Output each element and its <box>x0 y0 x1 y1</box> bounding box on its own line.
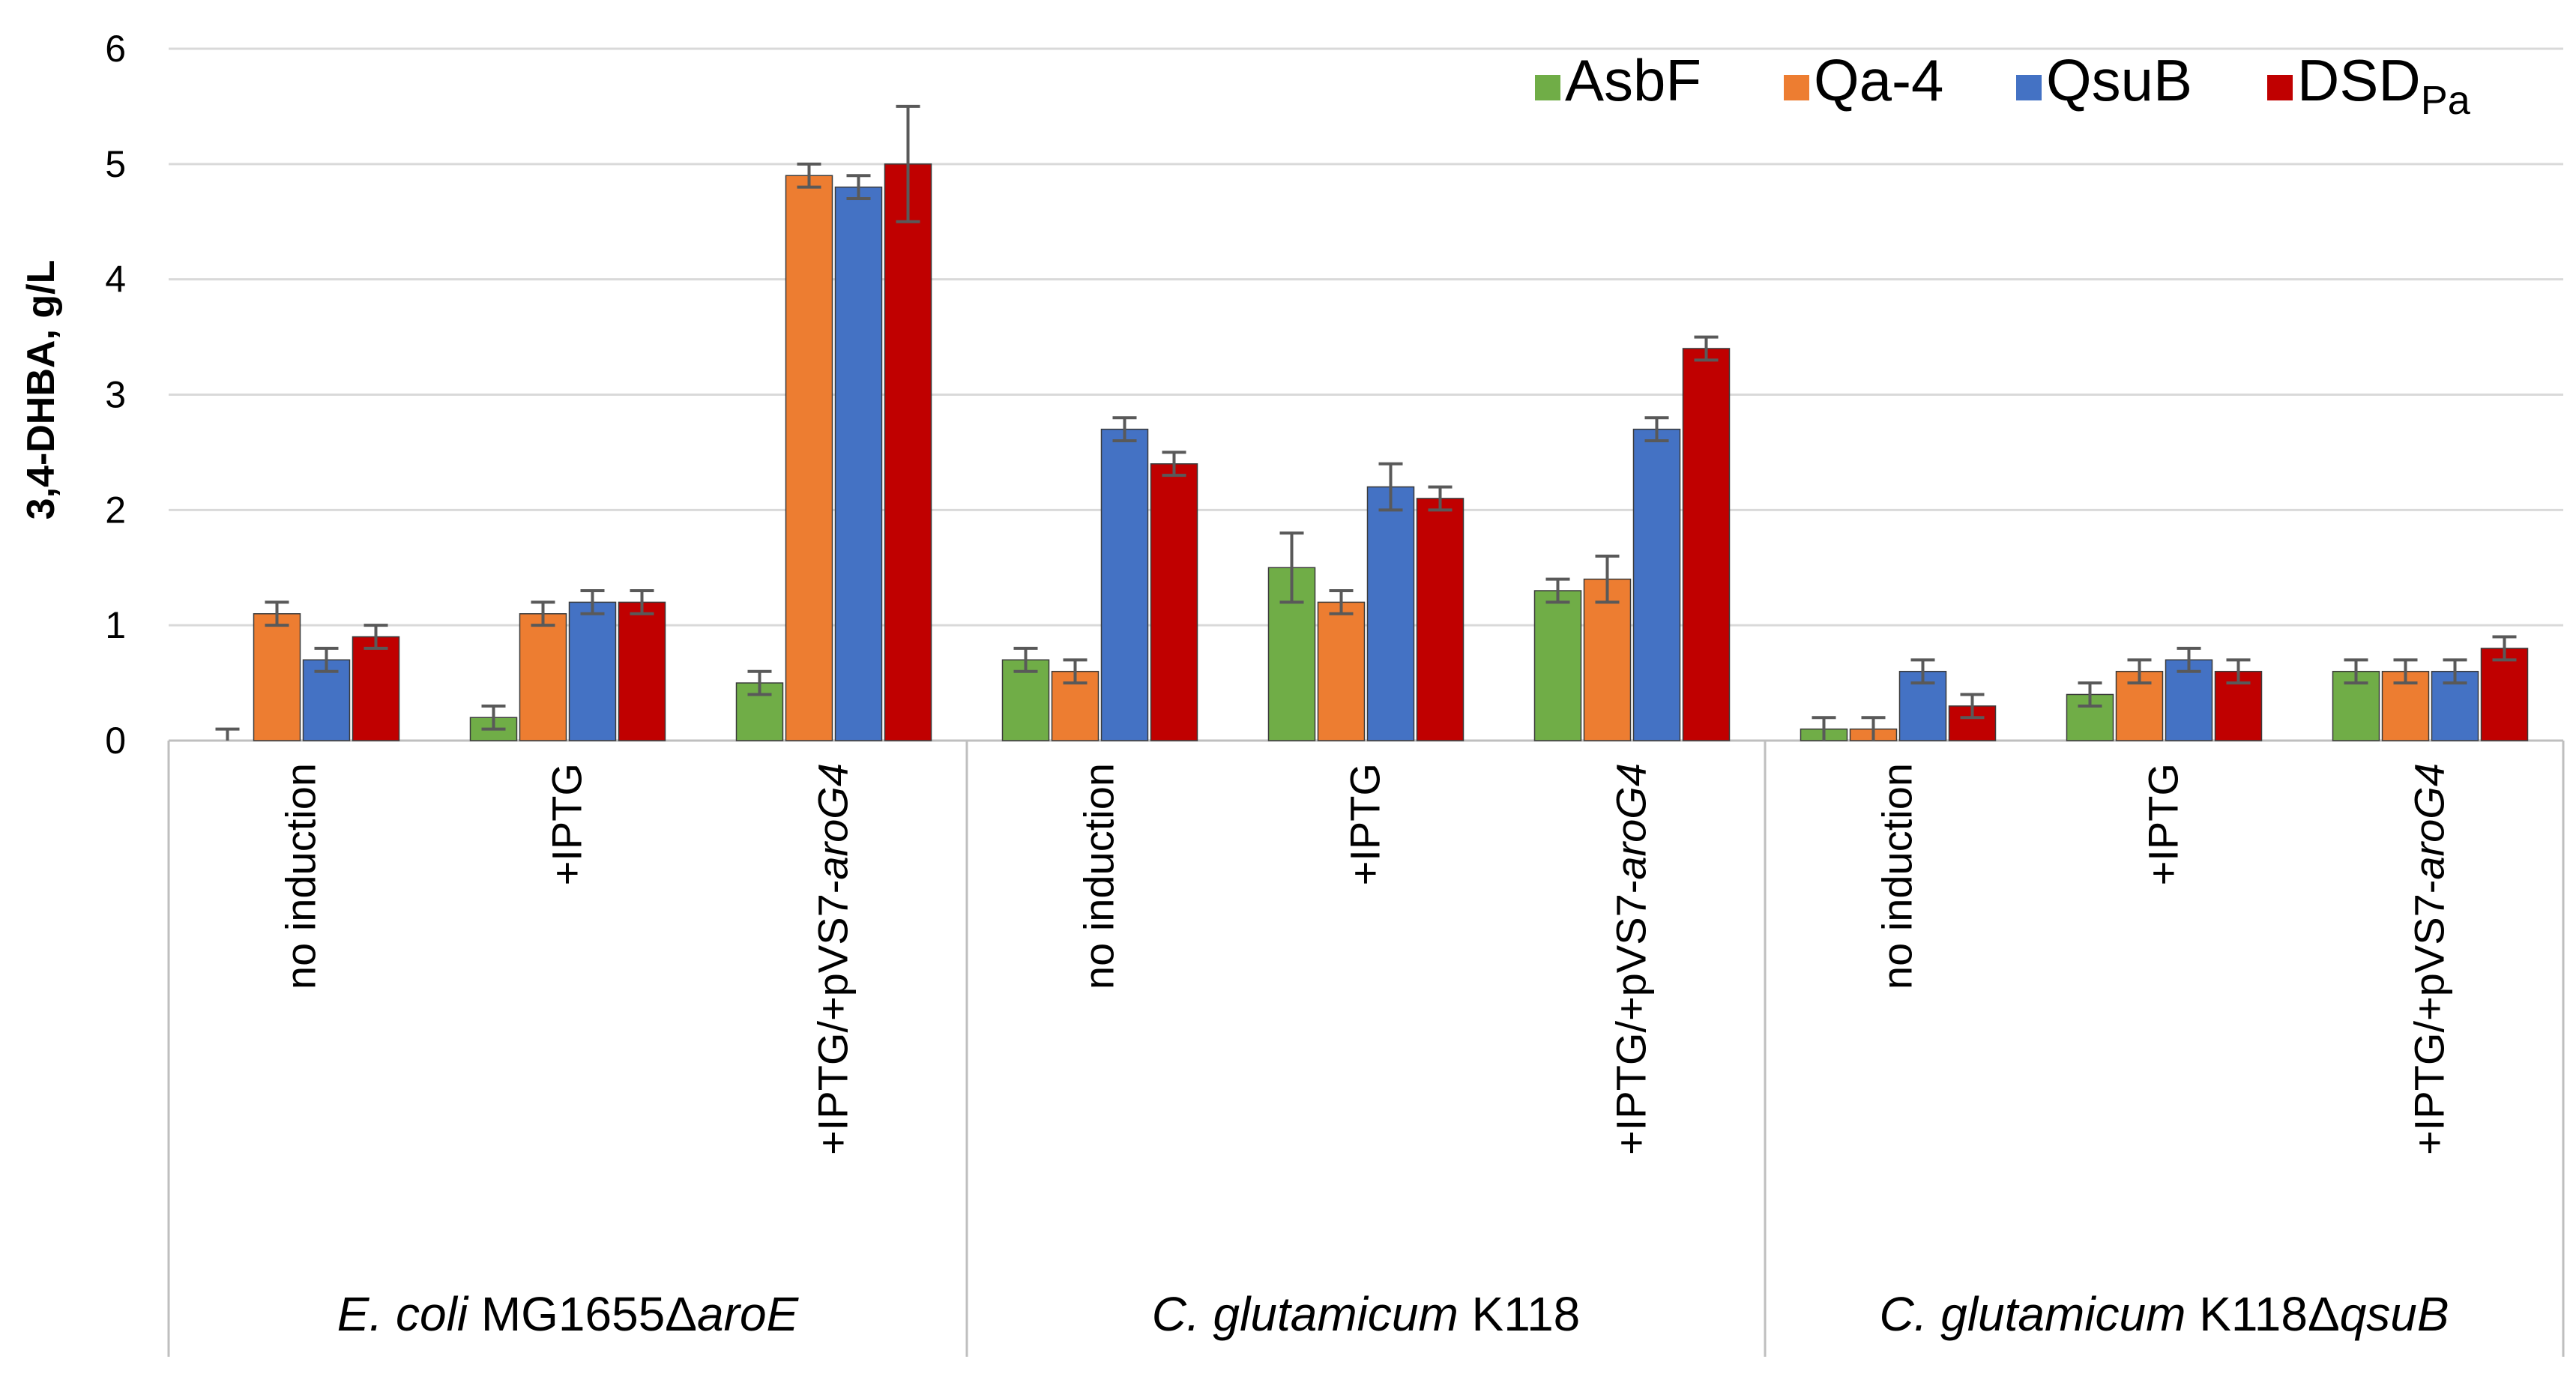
y-tick-label: 4 <box>105 259 126 301</box>
bar-qa-4 <box>1317 601 1366 741</box>
category-label: +IPTG/+pVS7-aroG4 <box>809 763 857 1155</box>
legend-label: AsbF <box>1565 47 1701 113</box>
y-tick-label: 3 <box>105 374 126 416</box>
category-label: no induction <box>1076 763 1123 989</box>
legend: AsbF Qa-4 QsuB DSDPa <box>1535 47 2471 123</box>
category-label: +IPTG/+pVS7-aroG4 <box>2406 763 2453 1155</box>
legend-swatch-qsub <box>2016 75 2042 100</box>
legend-label: DSDPa <box>2297 47 2471 123</box>
category-labels: no induction +IPTG +IPTG/+pVS7-aroG4 no ind… <box>277 763 2453 1155</box>
legend-swatch-asbf <box>1535 75 1560 100</box>
bar-qsub <box>302 659 351 741</box>
bar-qsub <box>1366 486 1415 741</box>
bar-dsd <box>2480 648 2529 741</box>
bar-qa-4 <box>519 613 567 741</box>
y-tick-label: 5 <box>105 143 126 185</box>
y-axis-title: 3,4-DHBA, g/L <box>19 260 63 520</box>
y-tick-label: 1 <box>105 604 126 646</box>
bar-dsd <box>1682 348 1731 741</box>
bar-dsd <box>884 163 932 741</box>
y-axis-ticks: 0 1 2 3 4 5 6 <box>105 28 126 762</box>
bar-qsub <box>568 601 617 741</box>
bar-asbf <box>1001 659 1050 741</box>
bar-asbf <box>1533 590 1582 741</box>
group-label: C. glutamicum K118 <box>1152 1287 1581 1341</box>
bar-qa-4 <box>785 175 833 741</box>
bar-qsub <box>2165 659 2213 741</box>
legend-swatch-qa-4 <box>1784 75 1809 100</box>
bar-dsd <box>1416 498 1465 741</box>
gridlines <box>167 47 2565 1357</box>
bars <box>215 104 2529 741</box>
bar-qa-4 <box>1583 578 1632 741</box>
legend-swatch-dsd <box>2267 75 2293 100</box>
category-label: +IPTG <box>543 763 591 885</box>
y-tick-label: 2 <box>105 489 126 531</box>
group-label: C. glutamicum K118ΔqsuB <box>1879 1287 2449 1341</box>
group-labels: E. coli MG1655ΔaroE C. glutamicum K118 C. … <box>337 1287 2449 1341</box>
bar-qa-4 <box>253 613 301 741</box>
bar-qsub <box>1100 428 1149 741</box>
bar-qsub <box>1632 428 1681 741</box>
category-label: +IPTG/+pVS7-aroG4 <box>1608 763 1655 1155</box>
y-tick-label: 6 <box>105 28 126 70</box>
bar-qsub <box>834 186 883 741</box>
legend-label: Qa-4 <box>1814 47 1943 113</box>
category-label: +IPTG <box>2140 763 2187 885</box>
y-tick-label: 0 <box>105 720 126 762</box>
bar-dsd <box>618 601 666 741</box>
bar-dsd <box>1150 463 1198 741</box>
category-label: no induction <box>277 763 325 989</box>
bar-dsd <box>352 636 400 741</box>
group-label: E. coli MG1655ΔaroE <box>337 1287 800 1341</box>
category-label: no induction <box>1874 763 1921 989</box>
category-label: +IPTG <box>1342 763 1389 885</box>
legend-label: QsuB <box>2046 47 2192 113</box>
